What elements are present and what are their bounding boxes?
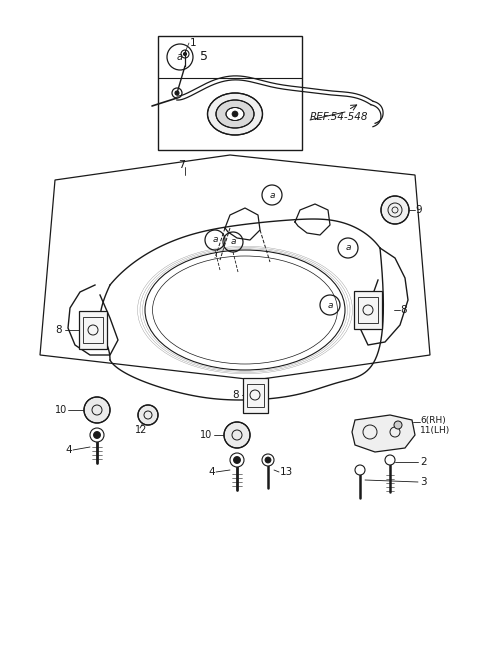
Text: 12: 12 — [135, 425, 147, 435]
Text: 3: 3 — [420, 477, 427, 487]
Circle shape — [262, 454, 274, 466]
Circle shape — [355, 465, 365, 475]
Ellipse shape — [226, 108, 244, 121]
Text: REF.54-548: REF.54-548 — [310, 112, 369, 122]
Text: 4: 4 — [208, 467, 215, 477]
Circle shape — [385, 455, 395, 465]
Circle shape — [230, 453, 244, 467]
Circle shape — [84, 397, 110, 423]
Bar — [158, 36, 302, 150]
Text: 9: 9 — [415, 205, 421, 215]
Circle shape — [90, 428, 104, 442]
Bar — [354, 291, 382, 329]
Bar — [247, 384, 264, 407]
Text: a: a — [177, 52, 183, 62]
Bar — [79, 311, 107, 349]
Text: 2: 2 — [420, 457, 427, 467]
Text: 8: 8 — [400, 305, 407, 315]
Text: 11(LH): 11(LH) — [420, 426, 450, 434]
Text: 5: 5 — [200, 51, 208, 64]
Text: 10: 10 — [200, 430, 212, 440]
Text: a: a — [212, 236, 218, 245]
Circle shape — [232, 111, 238, 117]
Circle shape — [394, 421, 402, 429]
Bar — [358, 297, 378, 323]
Circle shape — [138, 405, 158, 425]
Text: 13: 13 — [280, 467, 293, 477]
Circle shape — [381, 196, 409, 224]
Text: a: a — [269, 190, 275, 199]
Bar — [243, 378, 268, 413]
Text: 7: 7 — [178, 160, 185, 170]
Circle shape — [183, 52, 187, 56]
Circle shape — [233, 457, 240, 464]
Text: a: a — [327, 300, 333, 310]
Text: a: a — [345, 243, 351, 253]
Text: 8: 8 — [55, 325, 61, 335]
Text: 1: 1 — [190, 38, 197, 48]
Bar — [83, 317, 103, 343]
Circle shape — [265, 457, 271, 463]
Circle shape — [175, 91, 179, 95]
Text: 4: 4 — [65, 445, 72, 455]
Circle shape — [94, 432, 100, 438]
Circle shape — [224, 422, 250, 448]
Text: 10: 10 — [55, 405, 67, 415]
Ellipse shape — [216, 100, 254, 128]
Polygon shape — [352, 415, 415, 452]
Ellipse shape — [207, 93, 263, 135]
Text: a: a — [230, 237, 236, 247]
Text: 8: 8 — [232, 390, 239, 400]
Text: 6(RH): 6(RH) — [420, 415, 446, 424]
